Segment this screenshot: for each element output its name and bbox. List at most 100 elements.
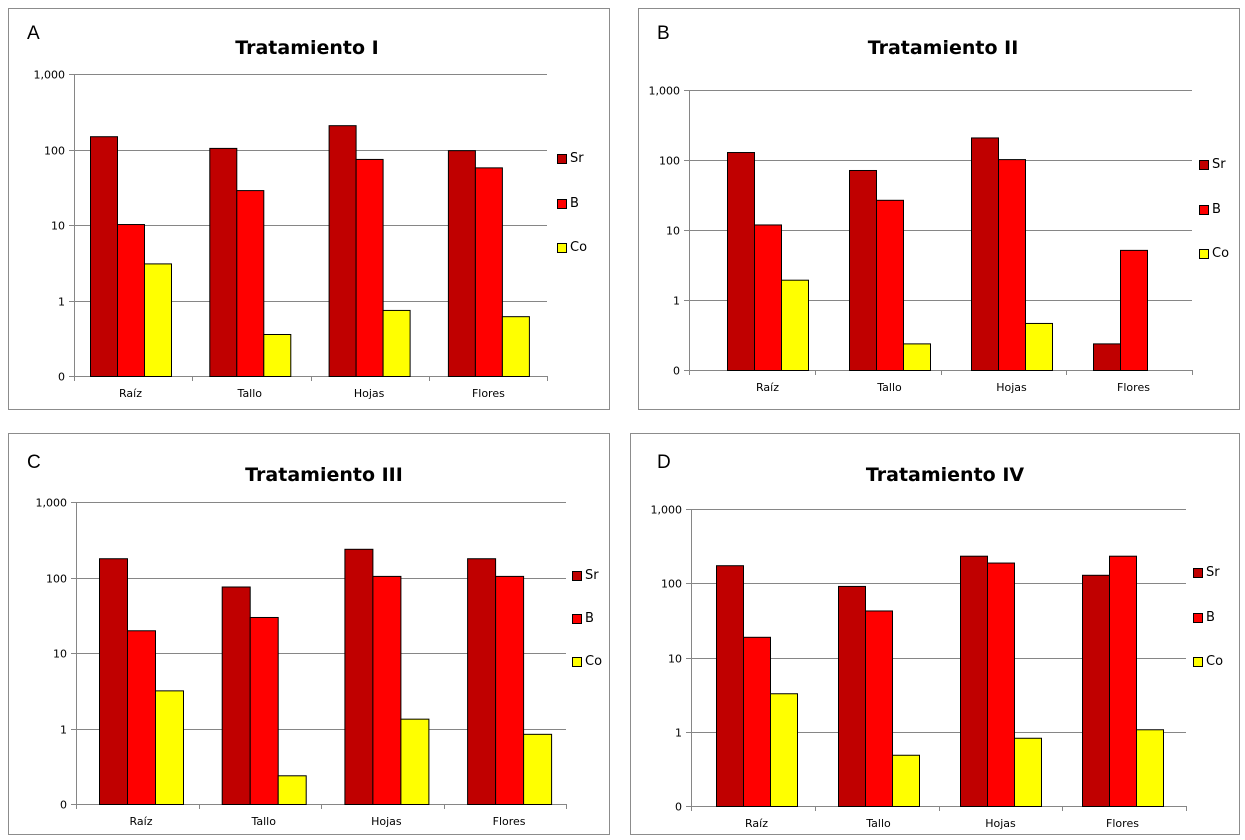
bar-co [400, 718, 430, 805]
bar-b [372, 575, 402, 805]
legend-swatch-sr [1193, 567, 1203, 578]
legend-label-b: B [570, 196, 579, 211]
x-tick-label: Tallo [237, 387, 263, 400]
bar-co [1025, 322, 1053, 372]
bar-sr [344, 548, 374, 805]
legend-label-co: Co [585, 654, 603, 669]
legend-item-b: B [557, 196, 579, 211]
legend-swatch-sr [1199, 159, 1209, 170]
bar-co [903, 343, 931, 372]
bar-b [743, 636, 771, 807]
bar-b [998, 159, 1026, 371]
bar-co [382, 309, 411, 377]
x-tick-label: Raíz [130, 815, 153, 828]
legend-label-b: B [1212, 202, 1221, 217]
legend-swatch-b [1193, 612, 1203, 623]
y-tick-label: 10 [51, 220, 65, 233]
bar-sr [467, 558, 497, 805]
bar-b [754, 224, 782, 371]
chart-title: Tratamiento III [245, 464, 403, 486]
bar-sr [328, 125, 357, 377]
x-tick-label: Raíz [745, 817, 768, 830]
y-tick-label: 0 [58, 371, 65, 384]
chart-panel-b: 0 1 10 100 1,000 Raíz Tallo Hojas Flores B Trata… [638, 8, 1240, 410]
bar-b [987, 562, 1015, 807]
bar-co [263, 333, 292, 378]
legend-label-sr: Sr [570, 151, 584, 166]
x-tick-label: Flores [1117, 381, 1150, 394]
bar-b [236, 190, 265, 377]
chart-plot: 0 1 10 100 1,000 Raíz Tallo Hojas Flores [651, 504, 1187, 830]
panel-letter: D [657, 452, 671, 473]
y-tick-label: 0 [675, 801, 682, 814]
y-tick-label: 1,000 [651, 504, 683, 517]
y-tick-label: 100 [46, 573, 67, 586]
bar-sr [221, 586, 251, 805]
bar-b [474, 167, 503, 377]
x-tick-label: Tallo [250, 815, 276, 828]
legend-label-sr: Sr [1212, 157, 1226, 172]
bar-b [249, 616, 279, 805]
panel-letter: B [657, 23, 670, 44]
legend-item-co: Co [557, 240, 587, 255]
bar-co [277, 775, 307, 805]
chart-plot: 0 1 10 100 1,000 Raíz Tallo Hojas Flores [34, 69, 548, 400]
y-tick-label: 1,000 [34, 69, 66, 82]
y-tick-label: 100 [44, 145, 65, 158]
x-tick-label: Hojas [371, 815, 402, 828]
chart-panel-d: 0 1 10 100 1,000 Raíz Tallo Hojas Flores D Trata… [630, 433, 1240, 835]
bar-b [876, 199, 904, 371]
legend-label-b: B [585, 611, 594, 626]
bar-b [1120, 249, 1148, 371]
bar-b [495, 575, 525, 805]
bar-sr [716, 565, 744, 807]
legend-swatch-b [572, 613, 582, 624]
legend-item-b: B [572, 611, 594, 626]
bar-sr [727, 152, 755, 371]
legend-item-b: B [1199, 202, 1221, 217]
legend-label-sr: Sr [585, 568, 599, 583]
chart-panel-a: 0 1 10 100 1,000 Raíz Tallo Hojas Flores A Trata… [8, 8, 610, 410]
legend-label-co: Co [1206, 654, 1224, 669]
legend-item-sr: Sr [1199, 157, 1226, 172]
y-tick-label: 1,000 [649, 85, 681, 98]
bar-co [155, 690, 184, 805]
legend-item-co: Co [1193, 654, 1223, 669]
bar-sr [971, 137, 999, 371]
x-tick-label: Hojas [985, 817, 1016, 830]
y-tick-label: 10 [666, 225, 680, 238]
x-tick-label: Tallo [876, 381, 902, 394]
y-tick-label: 0 [60, 799, 67, 812]
bar-sr [1082, 574, 1110, 807]
panel-letter: A [27, 23, 40, 44]
bar-co [523, 733, 553, 805]
bar-co [1136, 729, 1164, 807]
y-tick-label: 0 [673, 365, 680, 378]
legend-item-co: Co [572, 654, 602, 669]
y-tick-label: 1 [60, 724, 67, 737]
chart-title: Tratamiento II [867, 37, 1019, 59]
x-tick-label: Flores [493, 815, 526, 828]
y-tick-label: 10 [668, 653, 682, 666]
y-tick-label: 10 [53, 648, 67, 661]
y-tick-label: 100 [661, 578, 682, 591]
bar-sr [960, 555, 988, 807]
bar-b [355, 158, 384, 377]
x-tick-label: Tallo [865, 817, 891, 830]
bar-sr [1093, 343, 1121, 372]
legend-label-co: Co [570, 240, 588, 255]
legend-label-sr: Sr [1206, 565, 1220, 580]
x-tick-label: Raíz [756, 381, 779, 394]
legend-item-sr: Sr [1193, 565, 1220, 580]
y-tick-label: 1 [673, 295, 680, 308]
legend-label-b: B [1206, 610, 1215, 625]
legend-label-co: Co [1212, 246, 1230, 261]
bar-b [117, 224, 145, 377]
bar-sr [447, 150, 476, 377]
bar-sr [849, 169, 877, 371]
bar-co [144, 263, 172, 377]
bar-sr [99, 558, 128, 805]
legend-item-co: Co [1199, 246, 1229, 261]
x-tick-label: Hojas [354, 387, 385, 400]
bar-co [781, 279, 809, 371]
